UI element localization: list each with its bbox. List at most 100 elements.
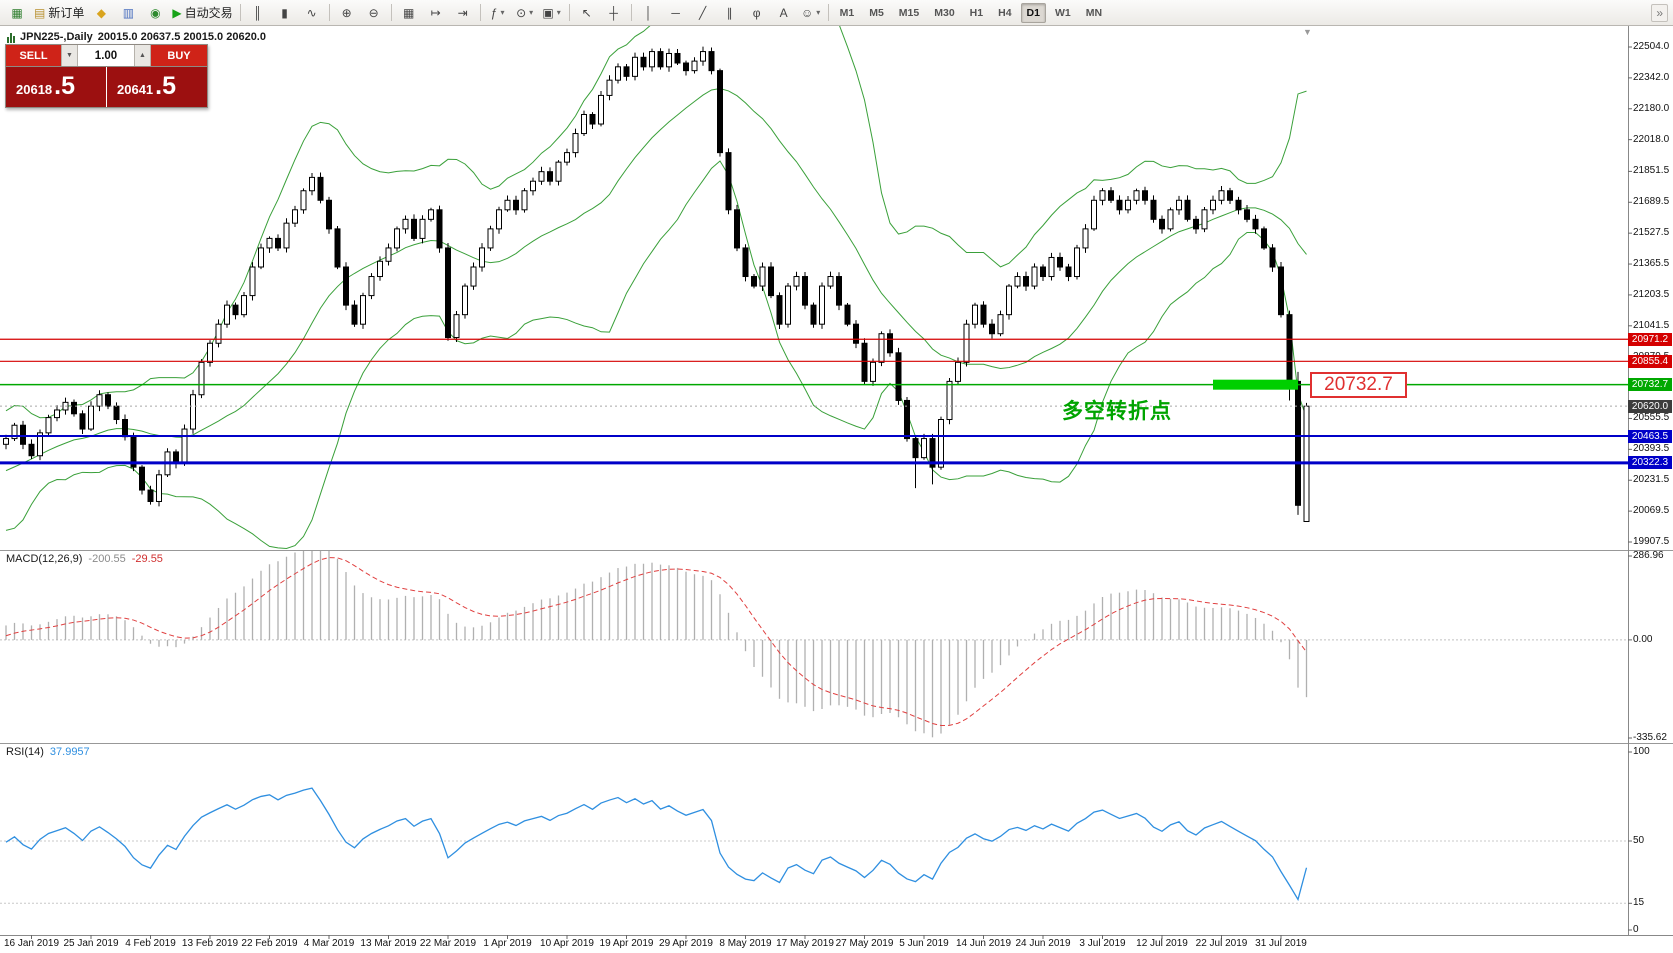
buy-price-main: 20641 xyxy=(117,82,154,97)
sell-button[interactable]: SELL xyxy=(6,45,61,66)
toolbar-overflow-button[interactable]: » xyxy=(1651,4,1668,22)
bars-chart-icon[interactable]: ║ xyxy=(253,5,262,20)
timeframe-m1[interactable]: M1 xyxy=(839,6,855,19)
price-level-tag: 20620.0 xyxy=(1628,399,1672,413)
chart-ohlc-values: 20015.0 20637.5 20015.0 20620.0 xyxy=(97,31,266,43)
toolbar-separator xyxy=(390,4,392,21)
time-axis-label: 5 Jun 2019 xyxy=(899,938,949,949)
time-axis-label: 1 Apr 2019 xyxy=(483,938,532,949)
rsi-label: RSI(14) 37.9957 xyxy=(6,746,90,758)
cursor-tool-icon[interactable]: ↖ xyxy=(581,5,592,20)
chart-icon xyxy=(7,32,15,43)
one-click-trading-panel: SELL ▼ ▲ BUY 20618 .5 20641 .5 xyxy=(5,44,208,108)
channel-tool-icon[interactable]: ∥ xyxy=(726,5,733,20)
new-order-button[interactable]: ▤ 新订单 xyxy=(34,5,85,20)
rsi-axis-label: 100 xyxy=(1633,746,1650,757)
toolbar-separator xyxy=(328,4,330,21)
volume-input[interactable] xyxy=(78,45,134,66)
rsi-axis-label: 0 xyxy=(1633,924,1639,935)
time-axis-label: 19 Apr 2019 xyxy=(599,938,654,949)
macd-label: MACD(12,26,9) -200.55 -29.55 xyxy=(6,553,163,565)
timeframe-m15[interactable]: M15 xyxy=(898,6,920,19)
time-axis-label: 17 May 2019 xyxy=(776,938,834,949)
macd-value-signal: -29.55 xyxy=(131,553,163,565)
sell-price-main: 20618 xyxy=(16,82,53,97)
toolbar-separator xyxy=(239,4,241,21)
price-axis-label: 21203.5 xyxy=(1633,288,1670,300)
price-axis-label: 22018.0 xyxy=(1633,133,1670,145)
time-axis-label: 14 Jun 2019 xyxy=(955,938,1012,949)
price-axis-label: 19907.5 xyxy=(1633,536,1670,547)
timeframe-m30[interactable]: M30 xyxy=(934,6,955,19)
buy-button[interactable]: BUY xyxy=(151,45,207,66)
data-window-icon[interactable]: ▥ xyxy=(122,5,135,20)
zoom-out-icon[interactable]: ⊖ xyxy=(368,5,379,20)
time-axis-label: 13 Mar 2019 xyxy=(360,938,417,949)
time-axis-label: 10 Apr 2019 xyxy=(540,938,594,949)
price-axis-label: 21041.5 xyxy=(1633,319,1670,331)
time-axis-label: 13 Feb 2019 xyxy=(181,938,239,949)
volume-increase-button[interactable]: ▲ xyxy=(134,45,151,66)
templates-icon[interactable]: ▣ ▾ xyxy=(542,5,561,20)
vertical-line-tool-icon[interactable]: │ xyxy=(644,5,653,20)
price-axis-label: 21689.5 xyxy=(1633,196,1670,208)
buy-price-fraction: .5 xyxy=(155,72,177,100)
autotrading-button[interactable]: ▶ 自动交易 xyxy=(172,5,233,20)
rsi-name: RSI(14) xyxy=(6,746,44,758)
periods-icon[interactable]: ⊙ ▾ xyxy=(516,5,534,20)
price-callout-box[interactable]: 20732.7 xyxy=(1310,371,1407,398)
timeframe-h4[interactable]: H4 xyxy=(998,6,1012,19)
candlestick-chart-icon[interactable]: ▮ xyxy=(281,5,288,20)
time-axis-label: 22 Jul 2019 xyxy=(1195,938,1248,949)
indicators-icon[interactable]: ƒ ▾ xyxy=(490,5,505,20)
timeframe-m5[interactable]: M5 xyxy=(869,6,884,19)
timeframe-d1[interactable]: D1 xyxy=(1020,2,1046,23)
timeframe-w1[interactable]: W1 xyxy=(1054,6,1071,19)
text-tool-icon[interactable]: A xyxy=(779,5,788,20)
navigator-icon[interactable]: ◉ xyxy=(150,5,161,20)
horizontal-line-tool-icon[interactable]: ─ xyxy=(671,5,680,20)
line-chart-icon[interactable]: ∿ xyxy=(306,5,317,20)
sell-price-button[interactable]: 20618 .5 xyxy=(6,67,106,107)
timeframe-h1[interactable]: H1 xyxy=(969,6,984,19)
price-level-tag: 20463.5 xyxy=(1628,429,1672,443)
price-axis-label: 22504.0 xyxy=(1633,41,1670,52)
price-level-tag: 20855.4 xyxy=(1628,354,1672,368)
market-watch-icon[interactable]: ◆ xyxy=(96,5,106,20)
macd-axis-label: 286.96 xyxy=(1633,550,1664,561)
time-axis-label: 4 Mar 2019 xyxy=(303,938,355,949)
time-axis-label: 16 Jan 2019 xyxy=(3,938,60,949)
time-axis-label: 3 Jul 2019 xyxy=(1079,938,1126,949)
zoom-in-icon[interactable]: ⊕ xyxy=(341,5,352,20)
macd-axis-label: 0.00 xyxy=(1633,633,1653,645)
timeframe-mn[interactable]: MN xyxy=(1085,6,1103,19)
toolbar-separator xyxy=(630,4,632,21)
price-axis-label: 20069.5 xyxy=(1633,505,1670,517)
crosshair-tool-icon[interactable]: ┼ xyxy=(609,5,618,20)
sell-price-fraction: .5 xyxy=(54,72,76,100)
fibonacci-tool-icon[interactable]: φ xyxy=(752,5,761,20)
price-axis-label: 22180.0 xyxy=(1633,102,1670,114)
price-axis-label: 21365.5 xyxy=(1633,258,1670,270)
price-axis-label: 20555.5 xyxy=(1633,412,1670,424)
time-axis-label: 22 Feb 2019 xyxy=(241,938,298,949)
macd-axis-label: -335.62 xyxy=(1633,732,1667,743)
chart-shift-icon[interactable]: ⇥ xyxy=(457,5,468,20)
arrows-tool-icon[interactable]: ☺ ▾ xyxy=(800,5,821,20)
trendline-tool-icon[interactable]: ╱ xyxy=(698,5,707,20)
terminal-icon[interactable]: ▦ xyxy=(11,5,23,20)
price-axis-label: 21527.5 xyxy=(1633,227,1670,239)
volume-decrease-button[interactable]: ▼ xyxy=(61,45,78,66)
time-axis-label: 25 Jan 2019 xyxy=(63,938,119,949)
tile-windows-icon[interactable]: ▦ xyxy=(402,5,415,20)
time-axis-label: 8 May 2019 xyxy=(719,938,772,949)
turning-point-annotation[interactable]: 多空转折点 xyxy=(1062,399,1172,423)
auto-scroll-icon[interactable]: ↦ xyxy=(430,5,441,20)
time-axis-label: 31 Jul 2019 xyxy=(1255,938,1307,949)
chart-shift-marker-icon[interactable]: ▼ xyxy=(1303,27,1312,37)
price-axis-label: 20231.5 xyxy=(1633,474,1670,486)
buy-price-button[interactable]: 20641 .5 xyxy=(107,67,207,107)
toolbar-separator xyxy=(479,4,481,21)
